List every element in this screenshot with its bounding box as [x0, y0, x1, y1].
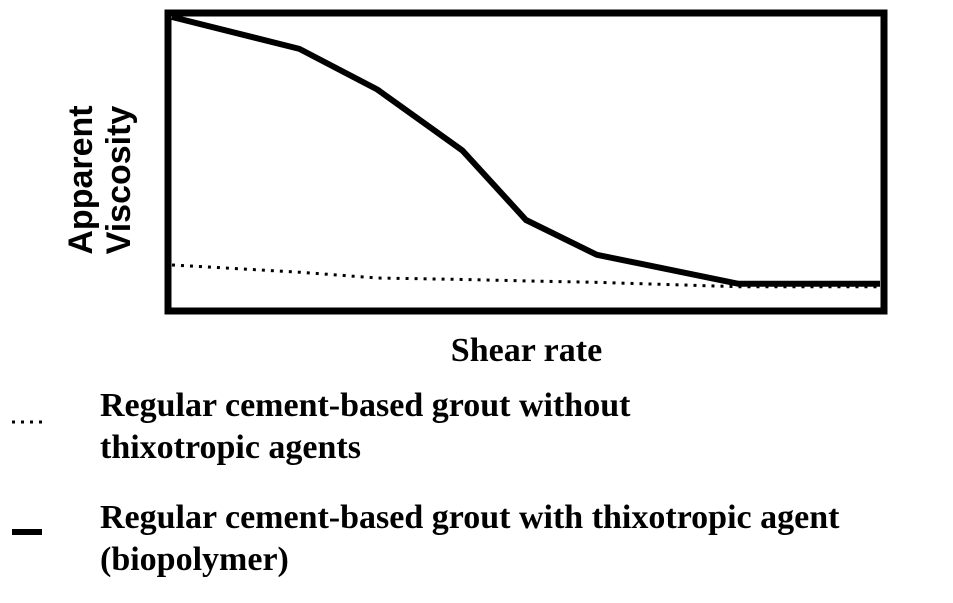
y-axis-label: Apparent Viscosity	[62, 105, 138, 255]
series-line	[171, 14, 880, 287]
legend-label: Regular cement-based grout without thixo…	[100, 387, 631, 466]
legend-label: Regular cement-based grout with thixotro…	[100, 499, 840, 578]
x-axis-label: Shear rate	[450, 332, 603, 369]
plot-frame	[164, 9, 888, 315]
